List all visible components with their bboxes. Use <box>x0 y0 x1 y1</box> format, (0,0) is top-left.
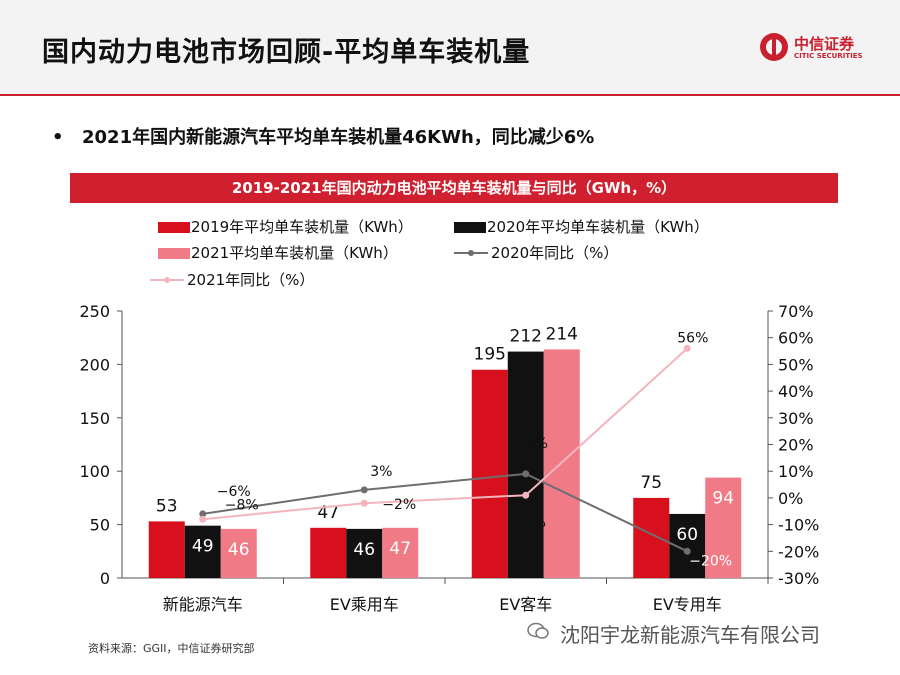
bar <box>310 527 347 578</box>
y-tick-label-right: 0% <box>778 489 803 508</box>
yoy-marker <box>683 547 691 555</box>
bar-value-label: 49 <box>192 537 214 557</box>
y-tick-label-left: 250 <box>79 302 110 321</box>
x-tick-label: EV专用车 <box>653 595 722 614</box>
watermark-text: 沈阳宇龙新能源汽车有限公司 <box>560 623 820 647</box>
yoy-marker <box>522 470 530 478</box>
x-tick-label: EV客车 <box>499 595 552 614</box>
bar <box>220 528 257 578</box>
bar <box>471 369 508 578</box>
bar-value-label: 214 <box>546 324 578 344</box>
bar-value-label: 53 <box>156 496 178 516</box>
y-tick-label-right: 20% <box>778 436 814 455</box>
yoy-value-label: 1% <box>524 515 546 531</box>
y-tick-label-right: -30% <box>778 569 819 588</box>
y-tick-label-left: 100 <box>79 462 110 481</box>
bar <box>382 527 419 578</box>
bar-value-label: 60 <box>676 525 698 545</box>
legend-label-yoy2021: 2021年同比（%） <box>187 271 315 289</box>
legend-dot-yoy2020 <box>468 250 474 256</box>
page-title: 国内动力电池市场回顾-平均单车装机量 <box>42 37 531 68</box>
y-tick-label-left: 50 <box>90 516 110 535</box>
yoy-marker <box>683 344 691 352</box>
summary-bullet: • 2021年国内新能源汽车平均单车装机量46KWh，同比减少6% <box>52 123 594 149</box>
bullet-dot: • <box>52 127 64 148</box>
yoy-value-label: −6% <box>217 484 251 500</box>
yoy-marker <box>360 499 368 507</box>
bar <box>346 528 383 578</box>
y-tick-label-right: 70% <box>778 302 814 321</box>
bar-value-label: 75 <box>640 473 662 493</box>
x-tick-label: 新能源汽车 <box>163 595 243 614</box>
y-tick-label-right: -20% <box>778 542 819 561</box>
header-bar <box>0 0 900 96</box>
y-tick-label-left: 150 <box>79 409 110 428</box>
yoy-value-label: 9% <box>526 436 548 452</box>
legend-label-2019: 2019年平均单车装机量（KWh） <box>191 218 413 236</box>
bar <box>507 351 544 578</box>
yoy-value-label: 56% <box>677 330 708 346</box>
header-divider <box>0 94 900 96</box>
bar <box>633 497 670 578</box>
bar <box>705 477 742 578</box>
legend-label-2021: 2021平均单车装机量（KWh） <box>191 244 398 262</box>
logo-text-en: CITIC SECURITIES <box>794 52 863 60</box>
wechat-icon <box>527 622 549 639</box>
y-tick-label-right: 60% <box>778 329 814 348</box>
bar <box>184 525 221 578</box>
y-tick-label-right: 10% <box>778 462 814 481</box>
y-tick-label-left: 200 <box>79 355 110 374</box>
citic-logo-icon <box>760 33 788 61</box>
y-tick-label-right: -10% <box>778 516 819 535</box>
yoy-line <box>202 472 688 553</box>
y-tick-label-right: 30% <box>778 409 814 428</box>
bar-value-label: 46 <box>228 540 250 560</box>
bar <box>148 521 185 578</box>
bar-value-label: 212 <box>510 327 542 347</box>
yoy-marker <box>360 486 368 494</box>
legend-swatch-2020 <box>454 222 486 233</box>
yoy-marker <box>199 515 207 523</box>
y-tick-label-right: 40% <box>778 382 814 401</box>
bar-value-label: 195 <box>474 345 506 365</box>
source-note: 资料来源：GGII，中信证券研究部 <box>88 642 255 655</box>
legend-swatch-2021 <box>158 248 190 259</box>
yoy-value-label: −2% <box>382 497 416 513</box>
legend-swatch-2019 <box>158 222 190 233</box>
legend-label-yoy2020: 2020年同比（%） <box>491 244 619 262</box>
logo-text-cn: 中信证券 <box>794 35 855 53</box>
yoy-value-label: −20% <box>689 553 732 569</box>
y-tick-label-left: 0 <box>100 569 110 588</box>
yoy-marker <box>199 510 207 518</box>
legend-label-2020: 2020年平均单车装机量（KWh） <box>487 218 709 236</box>
summary-text: 2021年国内新能源汽车平均单车装机量46KWh，同比减少6% <box>82 127 595 148</box>
yoy-line <box>202 347 688 521</box>
yoy-value-label: −8% <box>225 497 259 513</box>
bar-value-label: 47 <box>389 539 411 559</box>
yoy-value-label: 3% <box>370 464 392 480</box>
bar-value-label: 94 <box>712 489 734 509</box>
yoy-marker <box>522 491 530 499</box>
x-tick-label: EV乘用车 <box>330 595 399 614</box>
bar-value-label: 46 <box>353 540 375 560</box>
y-tick-label-right: 50% <box>778 355 814 374</box>
legend-dot-yoy2021 <box>164 277 170 283</box>
citic-logo: 中信证券 CITIC SECURITIES <box>760 33 880 63</box>
chart-title: 2019-2021年国内动力电池平均单车装机量与同比（GWh，%） <box>70 173 838 203</box>
